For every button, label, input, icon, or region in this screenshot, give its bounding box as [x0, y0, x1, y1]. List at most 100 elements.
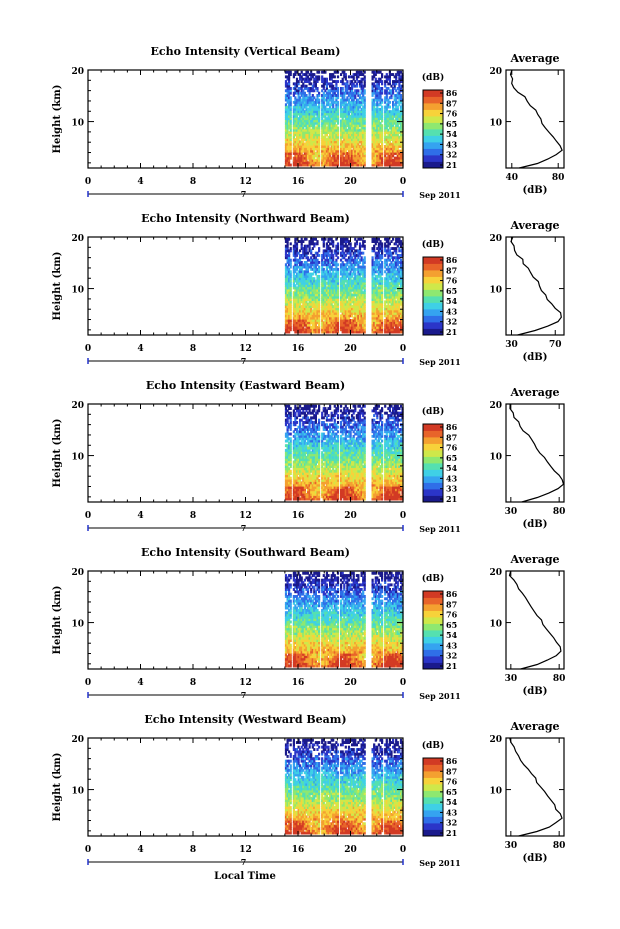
heatmap-cell [299, 135, 302, 139]
heatmap-cell [302, 145, 305, 148]
heatmap-cell [381, 152, 384, 155]
heatmap-cell [318, 140, 321, 144]
heatmap-cell [344, 300, 347, 304]
heatmap-cell [396, 145, 399, 148]
heatmap-cell [357, 323, 360, 327]
colorbar-swatch [423, 148, 443, 156]
heatmap-cell [363, 323, 366, 327]
heatmap-cell [305, 145, 308, 148]
heatmap-cell [358, 291, 362, 295]
heatmap-cell [300, 126, 303, 130]
heatmap-cell [341, 298, 344, 301]
heatmap-cell [316, 261, 319, 264]
heatmap-cell [303, 309, 306, 313]
heatmap-cell [358, 121, 362, 125]
heatmap-cell [297, 147, 300, 151]
heatmap-cell [336, 279, 340, 283]
heatmap-cell [362, 267, 365, 271]
heatmap-cell [288, 256, 291, 260]
heatmap-cell [292, 140, 295, 144]
heatmap-cell [355, 300, 358, 304]
heatmap-cell [292, 159, 295, 162]
heatmap-cell [302, 288, 305, 292]
heatmap-cell [374, 152, 377, 155]
heatmap-cell [314, 119, 317, 123]
heatmap-cell [346, 142, 349, 146]
heatmap-cell [341, 70, 344, 74]
heatmap-cell [333, 330, 336, 334]
heatmap-cell [362, 114, 365, 118]
heatmap-cell [299, 328, 302, 332]
heatmap-cell [363, 103, 366, 107]
y-tick-label: 20 [71, 67, 84, 77]
heatmap-cell [376, 114, 379, 118]
heatmap-cell [358, 138, 362, 141]
heatmap-cell [330, 161, 333, 165]
heatmap-cell [305, 147, 308, 151]
heatmap-cell [306, 295, 310, 299]
heatmap-cell [330, 107, 333, 111]
heatmap-cell [363, 147, 366, 151]
heatmap-cell [396, 152, 399, 155]
heatmap-cell [297, 305, 300, 308]
heatmap-cell [332, 84, 335, 88]
heatmap-cell [362, 154, 365, 158]
heatmap-cell [341, 145, 344, 148]
heatmap-cell [349, 274, 352, 278]
heatmap-cell [302, 291, 305, 295]
heatmap-cell [316, 277, 319, 281]
heatmap-cell [374, 240, 377, 243]
heatmap-cell [355, 98, 358, 102]
heatmap-cell [305, 131, 308, 134]
heatmap-cell [300, 263, 303, 267]
heatmap-cell [286, 307, 289, 311]
heatmap-cell [362, 98, 365, 102]
heatmap-cell [292, 274, 295, 278]
heatmap-cell [347, 242, 351, 246]
heatmap-cell [306, 316, 310, 320]
heatmap-cell [292, 307, 295, 311]
heatmap-cell [347, 298, 351, 301]
heatmap-cell [333, 272, 336, 276]
heatmap-cell [322, 251, 325, 255]
heatmap-cell [288, 112, 291, 116]
heatmap-cell [313, 89, 316, 93]
heatmap-cell [302, 149, 305, 153]
heatmap-cell [362, 258, 365, 262]
heatmap-cell [352, 323, 355, 327]
heatmap-cell [327, 237, 330, 241]
heatmap-cell [374, 98, 377, 102]
heatmap-cell [297, 154, 300, 158]
heatmap-cell [305, 244, 308, 248]
heatmap-cell [358, 247, 362, 250]
heatmap-cell [294, 316, 297, 320]
heatmap-cell [354, 126, 357, 130]
heatmap-cell [300, 114, 303, 118]
heatmap-cell [330, 121, 333, 125]
heatmap-cell [362, 147, 365, 151]
heatmap-cell [335, 249, 338, 253]
heatmap-cell [371, 84, 374, 88]
heatmap-cell [343, 142, 346, 146]
heatmap-cell [327, 272, 330, 276]
heatmap-cell [322, 284, 325, 288]
heatmap-cell [306, 258, 310, 262]
heatmap-cell [374, 112, 377, 116]
heatmap-cell [392, 163, 395, 167]
heatmap-cell [324, 94, 327, 97]
heatmap-cell [387, 133, 390, 137]
heatmap-cell [316, 138, 319, 141]
heatmap-cell [297, 91, 300, 95]
heatmap-cell [311, 161, 314, 165]
heatmap-cell [387, 100, 390, 104]
heatmap-cell [398, 77, 401, 81]
heatmap-cell [358, 249, 362, 253]
heatmap-cell [355, 305, 358, 308]
heatmap-cell [335, 161, 338, 165]
heatmap-cell [325, 323, 328, 327]
heatmap-cell [352, 100, 355, 104]
heatmap-cell [303, 312, 306, 315]
heatmap-cell [288, 249, 291, 253]
heatmap-cell [384, 156, 387, 160]
heatmap-cell [347, 103, 351, 107]
